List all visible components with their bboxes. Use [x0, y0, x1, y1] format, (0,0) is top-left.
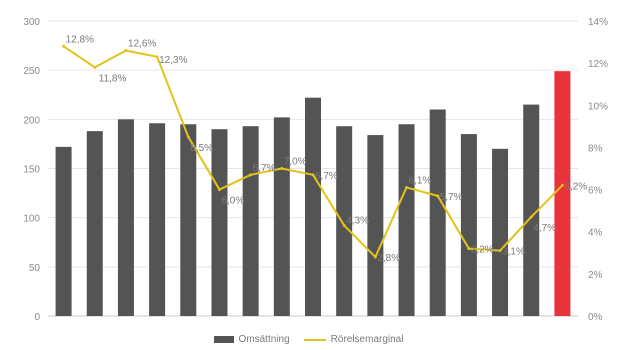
bar: [55, 146, 72, 316]
bar-series: [55, 71, 571, 317]
right-tick-label: 4%: [588, 228, 603, 239]
margin-data-label: 11,8%: [99, 73, 127, 84]
left-tick-label: 50: [29, 263, 41, 274]
margin-data-label: 6,1%: [409, 175, 432, 186]
right-tick-label: 12%: [588, 59, 608, 70]
margin-data-label: 4,7%: [533, 223, 556, 234]
margin-point: [498, 249, 502, 253]
margin-point: [62, 44, 66, 48]
legend-item-bars: Omsättning: [213, 334, 290, 345]
line-series: [62, 44, 564, 259]
left-tick-label: 200: [23, 115, 40, 126]
margin-data-label: 5,7%: [440, 192, 463, 203]
margin-data-label: 6,7%: [253, 163, 276, 174]
margin-data-label: 8,5%: [190, 143, 213, 154]
bar: [180, 124, 197, 316]
margin-point: [560, 183, 564, 187]
bar: [398, 124, 415, 316]
margin-data-label: 7,0%: [284, 157, 307, 168]
left-axis: 0 50 100 150 200 250 300: [23, 17, 40, 323]
margin-data-label: 12,3%: [159, 55, 187, 66]
bar: [149, 123, 166, 317]
legend-bar-label: Omsättning: [238, 334, 290, 345]
margin-point: [405, 185, 409, 189]
margin-data-label: 6,0%: [221, 196, 244, 207]
bar: [554, 71, 571, 317]
left-tick-label: 250: [23, 66, 40, 77]
margin-point: [124, 49, 128, 52]
margin-point: [467, 247, 471, 251]
right-tick-label: 10%: [588, 101, 608, 112]
margin-data-label: 2,8%: [377, 253, 400, 264]
right-tick-label: 14%: [588, 17, 608, 28]
margin-point: [280, 167, 284, 170]
legend: Omsättning Rörelsemarginal: [0, 334, 617, 345]
right-axis: 0% 2% 4% 6% 8% 10% 12% 14%: [588, 17, 608, 323]
margin-data-label: 3,2%: [471, 245, 494, 256]
right-tick-label: 6%: [588, 186, 603, 197]
margin-data-label: 3,1%: [502, 247, 525, 258]
bar: [429, 109, 446, 316]
legend-bar-swatch: [213, 336, 234, 343]
bar: [117, 119, 134, 316]
right-tick-label: 0%: [588, 312, 603, 323]
margin-point: [186, 135, 190, 139]
margin-point: [311, 173, 315, 177]
margin-point: [217, 188, 221, 192]
data-labels: 12,8% 11,8% 12,6%12,3% 8,5% 6,0% 6,7% 7,0% 6,7%…: [66, 34, 588, 264]
margin-data-label: 6,2%: [564, 181, 587, 192]
bar: [211, 129, 228, 316]
bar: [367, 135, 384, 316]
margin-point: [373, 255, 377, 259]
bar: [523, 104, 540, 316]
right-tick-label: 8%: [588, 143, 603, 154]
bar: [273, 117, 290, 316]
margin-data-label: 6,7%: [315, 171, 338, 182]
margin-point: [436, 194, 440, 198]
bar: [336, 126, 353, 316]
margin-data-label: 4,3%: [346, 215, 369, 226]
margin-point: [155, 55, 159, 59]
right-tick-label: 2%: [588, 270, 603, 281]
bar: [460, 134, 477, 316]
margin-point: [249, 173, 253, 177]
margin-point: [529, 215, 533, 219]
bar: [305, 97, 321, 316]
left-tick-label: 0: [34, 312, 40, 323]
bar: [86, 131, 103, 316]
left-tick-label: 100: [23, 214, 40, 225]
legend-line-swatch: [303, 338, 326, 341]
left-tick-label: 150: [23, 165, 40, 176]
bar: [492, 148, 509, 316]
legend-line-label: Rörelsemarginal: [330, 334, 404, 345]
margin-point: [93, 65, 97, 69]
margin-point: [342, 223, 346, 227]
margin-data-label: 12,6%: [128, 39, 156, 50]
bar: [242, 126, 259, 316]
margin-data-label: 12,8%: [66, 34, 94, 45]
legend-item-line: Rörelsemarginal: [303, 334, 404, 345]
left-tick-label: 300: [23, 17, 40, 28]
